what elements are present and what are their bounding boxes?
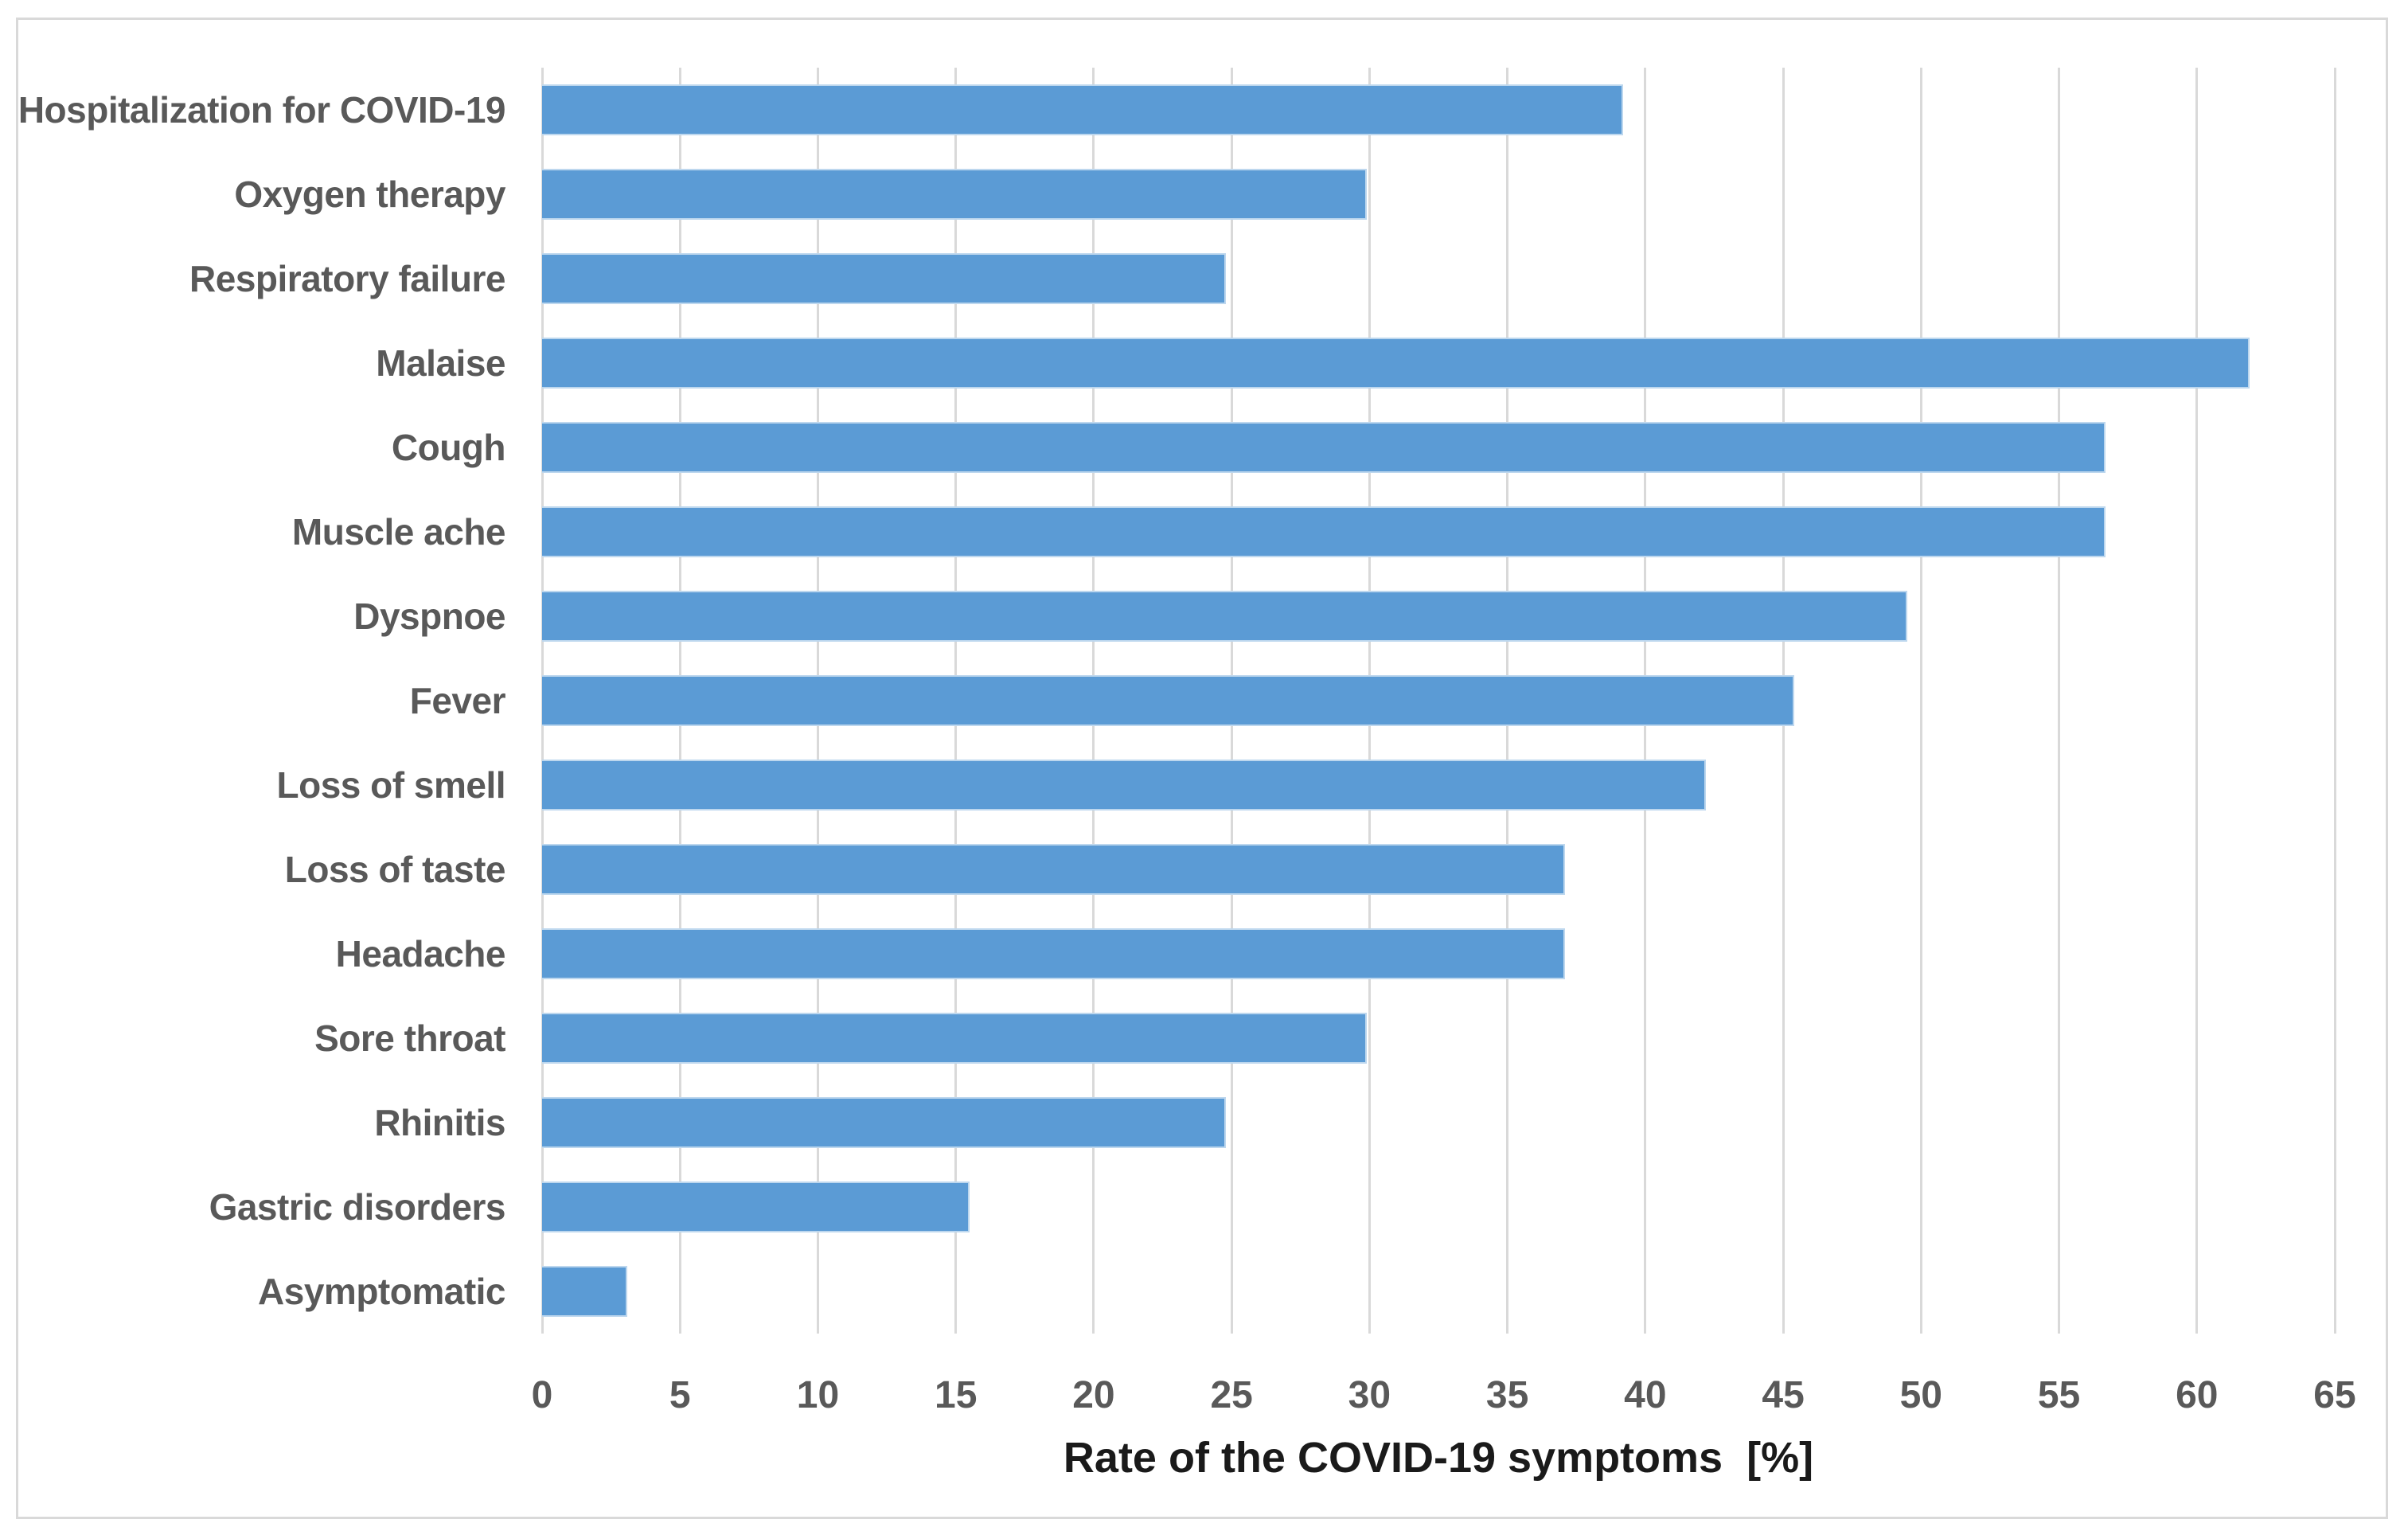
bar [542, 591, 1907, 642]
category-label: Respiratory failure [189, 258, 505, 299]
bar [542, 506, 2106, 557]
category-label: Headache [335, 933, 506, 975]
plot-area [541, 68, 2336, 1334]
x-tick-label: 55 [2037, 1374, 2081, 1416]
bar [542, 844, 1566, 895]
bar [542, 1013, 1367, 1064]
x-tick-label: 40 [1624, 1374, 1667, 1416]
chart-row [542, 321, 2335, 405]
x-tick-label: 50 [1899, 1374, 1942, 1416]
category-label: Dyspnoe [353, 596, 505, 637]
bar [542, 1182, 970, 1232]
x-axis-title: Rate of the COVID-19 symptoms [%] [1063, 1434, 1814, 1482]
category-label: Oxygen therapy [234, 174, 505, 215]
x-tick-label: 10 [796, 1374, 840, 1416]
bar [542, 1097, 1227, 1148]
x-tick-label: 45 [1762, 1374, 1805, 1416]
chart-row [542, 658, 2335, 743]
x-tick-label: 60 [2176, 1374, 2219, 1416]
bar [542, 1266, 628, 1317]
gridline [1919, 68, 1922, 1334]
x-tick-label: 15 [934, 1374, 978, 1416]
category-label: Muscle ache [291, 511, 506, 553]
category-axis-labels: Hospitalization for COVID-19 Oxygen thera… [18, 68, 524, 1334]
gridline [2333, 68, 2336, 1334]
category-label: Asymptomatic [258, 1271, 505, 1312]
category-label: Gastric disorders [209, 1186, 506, 1228]
chart-row [542, 405, 2335, 490]
gridline [2058, 68, 2061, 1334]
chart-row [542, 1080, 2335, 1165]
gridline [2195, 68, 2199, 1334]
x-tick-label: 30 [1348, 1374, 1391, 1416]
x-tick-label: 20 [1072, 1374, 1115, 1416]
chart-row [542, 68, 2335, 152]
category-label: Loss of taste [284, 849, 506, 890]
chart-row [542, 236, 2335, 321]
bar [542, 253, 1227, 304]
category-label: Malaise [376, 342, 505, 384]
x-tick-label: 5 [669, 1374, 691, 1416]
chart-row [542, 912, 2335, 996]
chart-row [542, 152, 2335, 236]
chart-row [542, 490, 2335, 574]
category-label: Rhinitis [374, 1102, 505, 1143]
chart-row [542, 996, 2335, 1080]
chart-row [542, 827, 2335, 912]
chart-row [542, 1249, 2335, 1334]
x-tick-label: 0 [531, 1374, 553, 1416]
category-label: Fever [409, 680, 506, 721]
x-axis-tick-labels: 0 5 10 15 20 25 30 35 40 45 50 55 60 65 [532, 1371, 2356, 1420]
x-tick-label: 65 [2313, 1374, 2356, 1416]
chart-row [542, 743, 2335, 827]
bar [542, 422, 2106, 473]
chart-row [542, 1165, 2335, 1249]
category-label: Hospitalization for COVID-19 [18, 89, 506, 131]
bar [542, 760, 1707, 810]
category-label: Loss of smell [276, 764, 506, 806]
x-tick-label: 35 [1485, 1374, 1529, 1416]
bar [542, 675, 1794, 726]
bar [542, 928, 1566, 979]
category-label: Sore throat [314, 1017, 505, 1059]
category-label: Cough [391, 427, 506, 468]
bar [542, 169, 1367, 220]
chart-row [542, 574, 2335, 658]
bar [542, 84, 1624, 135]
bars-layer [542, 68, 2335, 1334]
x-tick-label: 25 [1210, 1374, 1253, 1416]
bar [542, 338, 2250, 389]
